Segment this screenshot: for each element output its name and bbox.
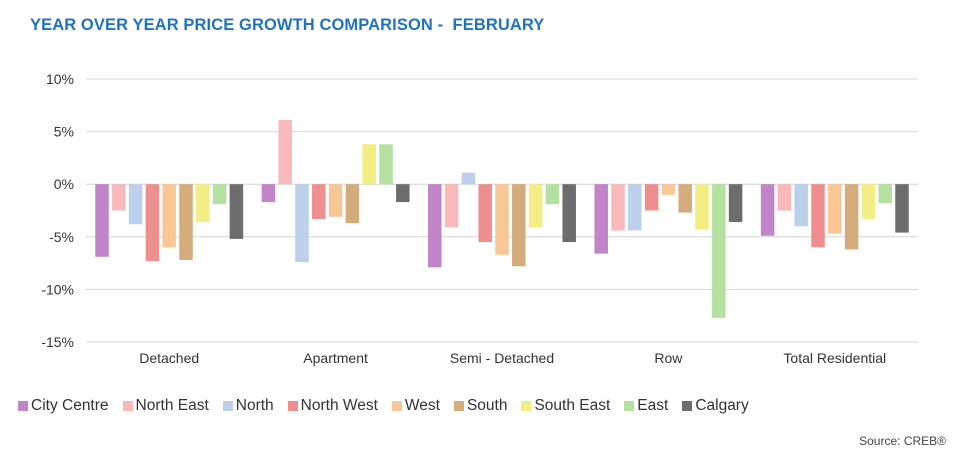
bar: [112, 184, 126, 211]
bar: [461, 172, 476, 185]
bar: [428, 184, 442, 268]
bar: [794, 184, 808, 227]
bar: [179, 184, 193, 260]
x-tick-label: Apartment: [303, 350, 368, 366]
x-tick-label: Detached: [139, 350, 199, 366]
legend-item: North: [222, 397, 274, 415]
legend-label: City Centre: [31, 397, 109, 414]
bar: [512, 184, 526, 267]
x-tick-label: Total Residential: [783, 350, 886, 366]
bar: [128, 184, 143, 225]
y-tick-label: -10%: [41, 281, 74, 297]
bar: [212, 184, 227, 205]
y-tick-label: 10%: [46, 71, 74, 87]
legend-label: West: [404, 397, 440, 414]
chart-title: YEAR OVER YEAR PRICE GROWTH COMPARISON -…: [30, 16, 545, 34]
legend-item: West: [391, 397, 440, 415]
bar: [444, 184, 459, 228]
bar: [196, 184, 210, 223]
bar: [712, 184, 726, 318]
legend-label: Calgary: [695, 397, 749, 414]
y-tick-label: 5%: [54, 124, 74, 140]
bars: [95, 120, 909, 318]
bar: [777, 184, 792, 211]
bar: [312, 184, 326, 219]
legend-label: East: [637, 397, 669, 414]
x-tick-label: Semi - Detached: [450, 350, 554, 366]
bar: [562, 184, 576, 243]
source-note: Source: CREB®: [859, 434, 946, 448]
legend-swatch: [521, 401, 532, 411]
bar: [828, 184, 842, 234]
bar: [95, 184, 109, 257]
legend-swatch: [122, 401, 133, 411]
legend-label: North East: [135, 397, 209, 414]
legend-label: North: [235, 397, 274, 414]
y-axis-labels: 10% 5% 0% -5% -10% -15%: [41, 71, 74, 350]
bar: [811, 184, 825, 248]
bar: [695, 184, 709, 230]
bar: [878, 184, 892, 204]
bar: [628, 184, 642, 231]
bar: [396, 184, 410, 203]
bar: [678, 184, 692, 213]
bar: [495, 184, 509, 255]
y-tick-label: -5%: [49, 229, 74, 245]
legend-swatch: [18, 401, 28, 411]
legend-label: South East: [534, 397, 611, 414]
bar: [229, 184, 244, 239]
legend-item: South: [453, 397, 508, 415]
bar: [328, 184, 343, 217]
bar: [728, 184, 743, 223]
x-tick-label: Row: [654, 350, 683, 366]
legend-swatch: [682, 401, 693, 411]
bar: [261, 184, 276, 203]
bar: [861, 184, 876, 219]
legend-swatch: [222, 401, 233, 411]
bar: [379, 144, 393, 185]
bar: [362, 144, 376, 185]
legend-item: Calgary: [682, 397, 749, 415]
bar: [528, 184, 543, 228]
legend-swatch: [453, 401, 464, 411]
bar: [661, 184, 676, 195]
bar: [345, 184, 360, 224]
bar: [478, 184, 492, 243]
x-axis-labels: Detached Apartment Semi - Detached Row Total…: [139, 350, 886, 366]
bar: [594, 184, 608, 254]
bar: [760, 184, 775, 236]
y-tick-label: 0%: [54, 176, 74, 192]
legend-swatch: [624, 401, 635, 411]
bar: [162, 184, 176, 248]
bar: [644, 184, 659, 211]
legend-item: North East: [122, 397, 209, 415]
legend-swatch: [287, 401, 298, 411]
legend-item: South East: [521, 397, 610, 415]
legend-swatch: [391, 401, 402, 411]
bar: [145, 184, 160, 261]
legend-label: North West: [300, 397, 378, 414]
bar: [895, 184, 909, 233]
bar: [844, 184, 859, 250]
legend: City Centre North East North North West West…: [18, 397, 763, 415]
legend-item: City Centre: [18, 397, 109, 415]
legend-item: East: [624, 397, 668, 415]
bar: [545, 184, 560, 205]
legend-item: North West: [287, 397, 378, 415]
legend-label: South: [466, 397, 508, 414]
bar: [295, 184, 309, 263]
bar: [278, 120, 292, 185]
y-tick-label: -15%: [41, 334, 74, 350]
bar: [611, 184, 625, 231]
